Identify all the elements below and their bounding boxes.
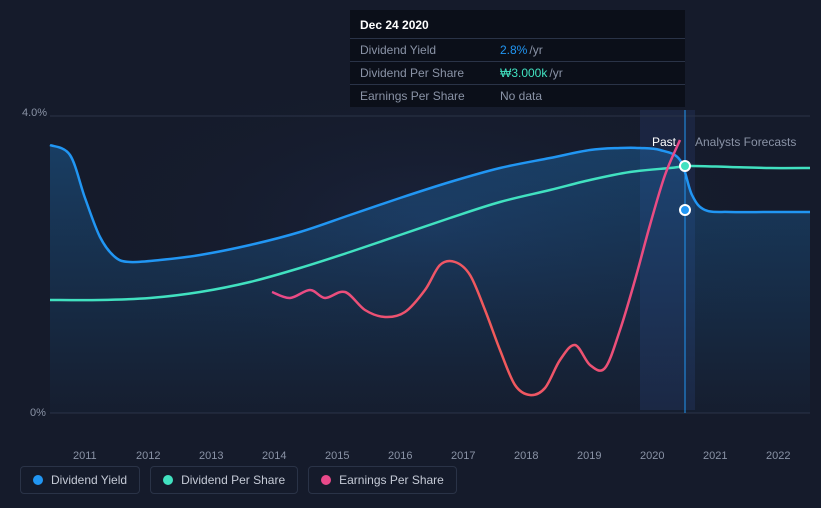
tooltip-row-label: Dividend Yield [360, 43, 500, 57]
x-axis-label: 2019 [577, 450, 601, 462]
x-axis-label: 2016 [388, 450, 412, 462]
tooltip-row-value: No data [500, 89, 542, 103]
section-label-past: Past [652, 135, 676, 149]
tooltip-date: Dec 24 2020 [350, 10, 685, 38]
x-axis-label: 2015 [325, 450, 349, 462]
tooltip-row: Dividend Yield2.8% /yr [350, 38, 685, 61]
legend-label: Earnings Per Share [339, 473, 444, 487]
x-axis-label: 2020 [640, 450, 664, 462]
legend-label: Dividend Yield [51, 473, 127, 487]
chart-legend: Dividend Yield Dividend Per Share Earnings… [20, 466, 457, 494]
x-axis-label: 2012 [136, 450, 160, 462]
tooltip-row: Earnings Per ShareNo data [350, 84, 685, 107]
x-axis-label: 2021 [703, 450, 727, 462]
x-axis-label: 2017 [451, 450, 475, 462]
tooltip-row-unit: /yr [529, 43, 542, 57]
tooltip-row-value: 2.8% [500, 43, 527, 57]
tooltip-row-value: ₩3.000k [500, 66, 547, 80]
y-axis-label-bottom: 0% [30, 407, 46, 419]
legend-dot [321, 475, 331, 485]
legend-item[interactable]: Dividend Per Share [150, 466, 298, 494]
tooltip-row: Dividend Per Share₩3.000k /yr [350, 61, 685, 84]
x-axis-label: 2011 [73, 450, 97, 462]
legend-item[interactable]: Dividend Yield [20, 466, 140, 494]
marker-dividend-yield [680, 205, 690, 215]
tooltip-row-label: Earnings Per Share [360, 89, 500, 103]
dividend-chart: 4.0% 0% 2011 2012 2013 2014 2015 2016 2017 2018… [0, 0, 821, 508]
x-axis-label: 2018 [514, 450, 538, 462]
y-axis-label-top: 4.0% [22, 107, 47, 119]
section-label-forecast: Analysts Forecasts [695, 135, 796, 149]
legend-dot [163, 475, 173, 485]
x-axis-label: 2013 [199, 450, 223, 462]
chart-tooltip: Dec 24 2020 Dividend Yield2.8% /yrDivide… [350, 10, 685, 107]
marker-dividend-per-share [680, 161, 690, 171]
x-axis-label: 2014 [262, 450, 286, 462]
x-axis-label: 2022 [766, 450, 790, 462]
tooltip-row-label: Dividend Per Share [360, 66, 500, 80]
legend-label: Dividend Per Share [181, 473, 285, 487]
tooltip-row-unit: /yr [549, 66, 562, 80]
legend-item[interactable]: Earnings Per Share [308, 466, 457, 494]
legend-dot [33, 475, 43, 485]
